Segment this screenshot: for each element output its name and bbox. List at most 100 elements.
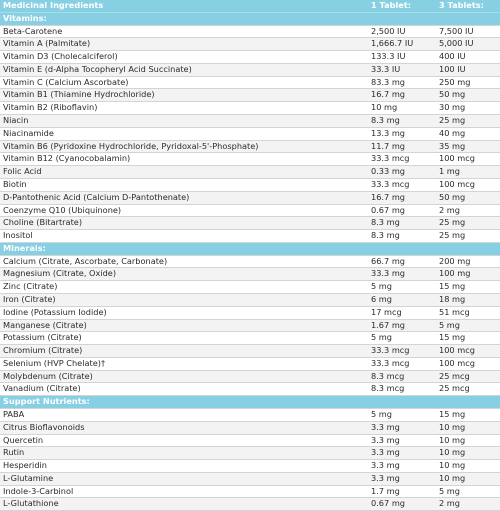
table-row: Vitamin B6 (Pyridoxine Hydrochloride, Py… xyxy=(0,140,500,154)
dose-one-tablet: 0.67 mg xyxy=(368,497,436,511)
table-row: L-Glutathione 0.67 mg 2 mg xyxy=(0,497,500,511)
table-row: Indole-3-Carbinol 1.7 mg 5 mg xyxy=(0,485,500,499)
table-row: Quercetin 3.3 mg 10 mg xyxy=(0,434,500,448)
table-row: Chromium (Citrate) 33.3 mcg 100 mcg xyxy=(0,344,500,358)
ingredient-name: Folic Acid xyxy=(0,165,368,179)
ingredient-name: Potassium (Citrate) xyxy=(0,331,368,346)
ingredient-name: Vanadium (Citrate) xyxy=(0,382,368,397)
ingredient-name: Vitamin D3 (Cholecalciferol) xyxy=(0,50,368,64)
table-row: Molybdenum (Citrate) 8.3 mcg 25 mcg xyxy=(0,370,500,384)
dose-one-tablet: 1.67 mg xyxy=(368,319,436,333)
section-title: Vitamins: xyxy=(0,12,500,26)
ingredient-name: Hesperidin xyxy=(0,459,368,473)
dose-one-tablet: 16.7 mg xyxy=(368,88,436,103)
dose-three-tablets: 100 mcg xyxy=(436,178,500,192)
dose-three-tablets: 10 mg xyxy=(436,459,500,473)
section-header: Vitamins: xyxy=(0,12,500,26)
ingredient-name: Zinc (Citrate) xyxy=(0,280,368,294)
table-row: Vitamin B12 (Cyanocobalamin) 33.3 mcg 100 … xyxy=(0,152,500,167)
dose-one-tablet: 3.3 mg xyxy=(368,421,436,435)
ingredient-name: Manganese (Citrate) xyxy=(0,319,368,333)
table-row: Biotin 33.3 mcg 100 mcg xyxy=(0,178,500,192)
dose-one-tablet: 3.3 mg xyxy=(368,472,436,486)
table-header: Medicinal Ingredients 1 Tablet: 3 Tablet… xyxy=(0,0,500,13)
table-row: Folic Acid 0.33 mg 1 mg xyxy=(0,165,500,179)
dose-three-tablets: 35 mg xyxy=(436,140,500,154)
table-row: Iron (Citrate) 6 mg 18 mg xyxy=(0,293,500,307)
table-row: Manganese (Citrate) 1.67 mg 5 mg xyxy=(0,319,500,333)
dose-one-tablet: 3.3 mg xyxy=(368,434,436,448)
ingredient-name: Magnesium (Citrate, Oxide) xyxy=(0,267,368,282)
ingredient-name: Inositol xyxy=(0,229,368,243)
dose-one-tablet: 1,666.7 IU xyxy=(368,37,436,52)
dose-three-tablets: 7,500 IU xyxy=(436,25,500,39)
dose-one-tablet: 2,500 IU xyxy=(368,25,436,39)
ingredient-name: Vitamin B1 (Thiamine Hydrochloride) xyxy=(0,88,368,103)
table-row: Selenium (HVP Chelate)† 33.3 mcg 100 mcg xyxy=(0,357,500,371)
ingredient-name: Selenium (HVP Chelate)† xyxy=(0,357,368,371)
dose-three-tablets: 50 mg xyxy=(436,88,500,103)
dose-three-tablets: 25 mg xyxy=(436,229,500,243)
section-header: Support Nutrients: xyxy=(0,395,500,409)
ingredient-name: Biotin xyxy=(0,178,368,192)
dose-three-tablets: 25 mcg xyxy=(436,370,500,384)
dose-one-tablet: 0.33 mg xyxy=(368,165,436,179)
dose-three-tablets: 5 mg xyxy=(436,319,500,333)
table-row: Zinc (Citrate) 5 mg 15 mg xyxy=(0,280,500,294)
table-row: Inositol 8.3 mg 25 mg xyxy=(0,229,500,243)
table-row: Beta-Carotene 2,500 IU 7,500 IU xyxy=(0,25,500,39)
dose-three-tablets: 10 mg xyxy=(436,421,500,435)
dose-one-tablet: 5 mg xyxy=(368,280,436,294)
table-row: PABA 5 mg 15 mg xyxy=(0,408,500,422)
dose-three-tablets: 100 mg xyxy=(436,267,500,282)
dose-one-tablet: 33.3 mg xyxy=(368,267,436,282)
dose-one-tablet: 33.3 mcg xyxy=(368,178,436,192)
ingredient-name: Vitamin B6 (Pyridoxine Hydrochloride, Py… xyxy=(0,140,368,154)
table-row: Vitamin D3 (Cholecalciferol) 133.3 IU 400 … xyxy=(0,50,500,64)
dose-one-tablet: 6 mg xyxy=(368,293,436,307)
table-body: Vitamins: Beta-Carotene 2,500 IU 7,500 IU Vi… xyxy=(0,12,500,511)
dose-three-tablets: 100 mcg xyxy=(436,357,500,371)
dose-one-tablet: 133.3 IU xyxy=(368,50,436,64)
dose-one-tablet: 5 mg xyxy=(368,331,436,346)
table-row: Magnesium (Citrate, Oxide) 33.3 mg 100 mg xyxy=(0,267,500,282)
table-row: Potassium (Citrate) 5 mg 15 mg xyxy=(0,331,500,346)
table-row: Calcium (Citrate, Ascorbate, Carbonate) 6… xyxy=(0,255,500,269)
dose-one-tablet: 5 mg xyxy=(368,408,436,422)
dose-three-tablets: 1 mg xyxy=(436,165,500,179)
dose-one-tablet: 13.3 mg xyxy=(368,127,436,141)
dose-one-tablet: 8.3 mg xyxy=(368,114,436,128)
table-row: Coenzyme Q10 (Ubiquinone) 0.67 mg 2 mg xyxy=(0,204,500,218)
ingredient-name: Iodine (Potassium Iodide) xyxy=(0,306,368,320)
dose-one-tablet: 1.7 mg xyxy=(368,485,436,499)
dose-three-tablets: 5 mg xyxy=(436,485,500,499)
dose-three-tablets: 15 mg xyxy=(436,331,500,346)
header-row: Medicinal Ingredients 1 Tablet: 3 Tablet… xyxy=(0,0,500,13)
table-row: Iodine (Potassium Iodide) 17 mcg 51 mcg xyxy=(0,306,500,320)
dose-three-tablets: 400 IU xyxy=(436,50,500,64)
ingredient-name: Vitamin E (d-Alpha Tocopheryl Acid Succi… xyxy=(0,63,368,77)
ingredient-name: Calcium (Citrate, Ascorbate, Carbonate) xyxy=(0,255,368,269)
dose-three-tablets: 10 mg xyxy=(436,446,500,461)
dose-three-tablets: 100 mcg xyxy=(436,152,500,167)
table-row: Niacin 8.3 mg 25 mg xyxy=(0,114,500,128)
ingredient-name: Beta-Carotene xyxy=(0,25,368,39)
table-row: Citrus Bioflavonoids 3.3 mg 10 mg xyxy=(0,421,500,435)
dose-three-tablets: 30 mg xyxy=(436,101,500,116)
table-row: Niacinamide 13.3 mg 40 mg xyxy=(0,127,500,141)
dose-one-tablet: 33.3 mcg xyxy=(368,152,436,167)
dose-one-tablet: 11.7 mg xyxy=(368,140,436,154)
ingredient-name: PABA xyxy=(0,408,368,422)
dose-three-tablets: 25 mg xyxy=(436,216,500,231)
header-three-tablets: 3 Tablets: xyxy=(436,0,500,13)
dose-one-tablet: 16.7 mg xyxy=(368,191,436,205)
dose-one-tablet: 17 mcg xyxy=(368,306,436,320)
ingredient-name: L-Glutamine xyxy=(0,472,368,486)
table-row: Vitamin A (Palmitate) 1,666.7 IU 5,000 IU xyxy=(0,37,500,52)
header-ingredient: Medicinal Ingredients xyxy=(0,0,368,13)
dose-three-tablets: 10 mg xyxy=(436,434,500,448)
dose-three-tablets: 25 mg xyxy=(436,114,500,128)
table-row: D-Pantothenic Acid (Calcium D-Pantothena… xyxy=(0,191,500,205)
dose-one-tablet: 33.3 mcg xyxy=(368,344,436,358)
